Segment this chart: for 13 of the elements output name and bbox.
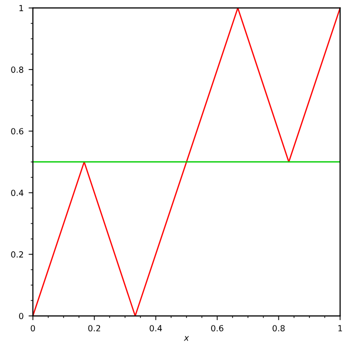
x-axis-title: x	[184, 336, 190, 341]
y-tick-label: 0.8	[11, 66, 24, 73]
y-tick-label: 1	[19, 5, 24, 12]
x-tick-label: 0.8	[272, 325, 285, 332]
x-tick-label: 0.6	[211, 325, 224, 332]
x-tick-label: 0.2	[88, 325, 100, 332]
x-tick-label: 0.4	[150, 325, 162, 332]
x-tick-label: 1	[338, 325, 342, 332]
y-tick-label: 0.4	[11, 190, 24, 196]
y-tick-label: 0.6	[11, 128, 24, 134]
y-tick-label: 0	[19, 312, 24, 320]
x-tick-label: 0	[30, 325, 35, 332]
y-tick-label: 0.2	[11, 251, 24, 258]
